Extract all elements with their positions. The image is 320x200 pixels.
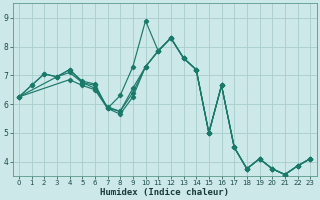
X-axis label: Humidex (Indice chaleur): Humidex (Indice chaleur)	[100, 188, 229, 197]
